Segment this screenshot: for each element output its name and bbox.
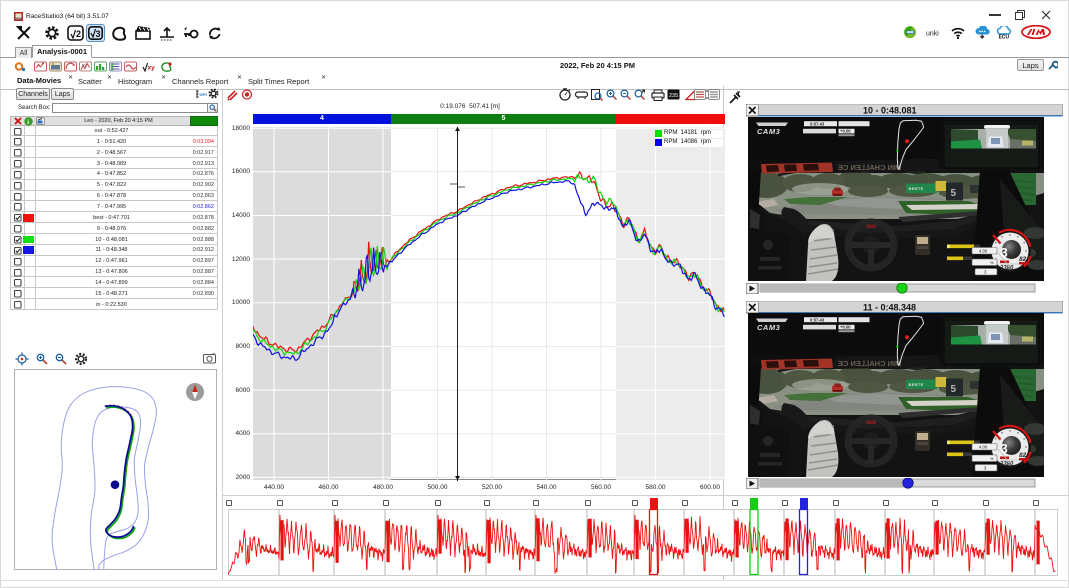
svg-text:i: i	[27, 119, 29, 126]
svg-text:GPS: GPS	[200, 92, 208, 97]
svg-text:235: 235	[669, 93, 678, 99]
svg-text:ECU: ECU	[999, 35, 1010, 40]
svg-text:xy: xy	[148, 65, 156, 72]
svg-text:2: 2	[76, 29, 81, 39]
svg-text:10 - 0:48.081: 10 - 0:48.081	[863, 106, 917, 116]
svg-text:unki: unki	[926, 31, 939, 38]
svg-text:xy: xy	[82, 63, 88, 69]
svg-text:3: 3	[96, 29, 101, 39]
svg-text:11 - 0:48.348: 11 - 0:48.348	[863, 302, 916, 312]
